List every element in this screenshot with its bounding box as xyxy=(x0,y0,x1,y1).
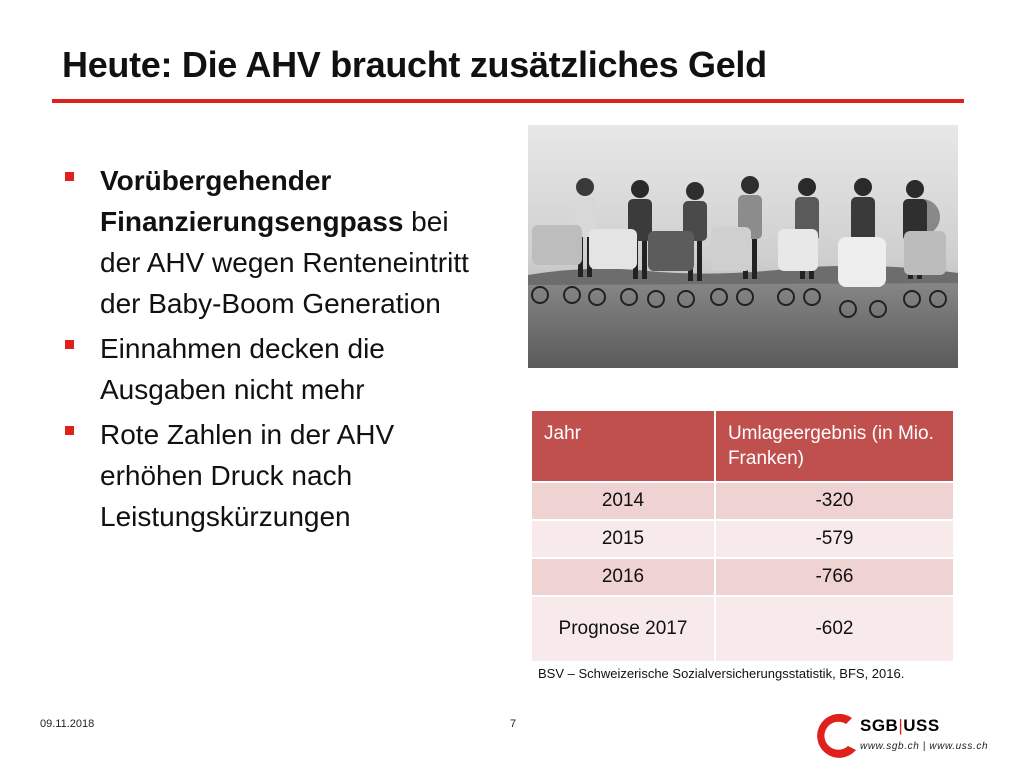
bullet-item: Vorübergehender Finanzierungsengpass bei… xyxy=(62,160,492,324)
header-result: Umlageergebnis (in Mio. Franken) xyxy=(713,409,956,483)
year-cell: 2014 xyxy=(530,481,716,521)
logo-swoosh-icon xyxy=(817,713,856,758)
bullet-bold-text: Vorübergehender Finanzierungsengpass xyxy=(100,165,404,237)
bullet-square-icon xyxy=(65,340,74,349)
table-row: 2014 -320 xyxy=(530,481,956,521)
value-cell: -320 xyxy=(713,481,956,521)
bullet-list: Vorübergehender Finanzierungsengpass bei… xyxy=(62,160,492,541)
table-header-row: Jahr Umlageergebnis (in Mio. Franken) xyxy=(530,409,956,483)
bullet-item: Einnahmen decken die Ausgaben nicht mehr xyxy=(62,328,492,410)
logo-letters: SGB|USS xyxy=(860,716,940,736)
table-row: 2015 -579 xyxy=(530,519,956,559)
bullet-item: Rote Zahlen in der AHV erhöhen Druck nac… xyxy=(62,414,492,537)
title-rule xyxy=(52,99,964,103)
slide-title: Heute: Die AHV braucht zusätzliches Geld xyxy=(62,44,767,85)
footer-date: 09.11.2018 xyxy=(40,718,95,730)
year-cell: 2016 xyxy=(530,557,716,597)
value-cell: -579 xyxy=(713,519,956,559)
bullet-square-icon xyxy=(65,426,74,435)
table-row: Prognose 2017 -602 xyxy=(530,595,956,663)
results-table: Jahr Umlageergebnis (in Mio. Franken) 20… xyxy=(530,409,956,663)
bullet-square-icon xyxy=(65,172,74,181)
table-row: 2016 -766 xyxy=(530,557,956,597)
year-cell: Prognose 2017 xyxy=(530,595,716,663)
logo-uss: USS xyxy=(903,716,940,735)
value-cell: -602 xyxy=(713,595,956,663)
header-year: Jahr xyxy=(530,409,716,483)
logo-separator: | xyxy=(898,716,904,735)
bullet-text: Einnahmen decken die Ausgaben nicht mehr xyxy=(100,333,385,405)
value-cell: -766 xyxy=(713,557,956,597)
year-cell: 2015 xyxy=(530,519,716,559)
footer-page-number: 7 xyxy=(510,718,517,730)
women-with-prams-icon xyxy=(528,125,958,368)
sgb-uss-logo: SGB|USS www.sgb.ch | www.uss.ch xyxy=(812,712,988,762)
table-source: BSV – Schweizerische Sozialversicherungs… xyxy=(538,666,905,681)
bullet-text: Rote Zahlen in der AHV erhöhen Druck nac… xyxy=(100,419,395,532)
logo-sgb: SGB xyxy=(860,716,899,735)
logo-url: www.sgb.ch | www.uss.ch xyxy=(860,741,989,752)
bullet-text: bei der AHV wegen Renteneintritt der Bab… xyxy=(100,206,469,319)
historic-photo xyxy=(528,125,958,368)
